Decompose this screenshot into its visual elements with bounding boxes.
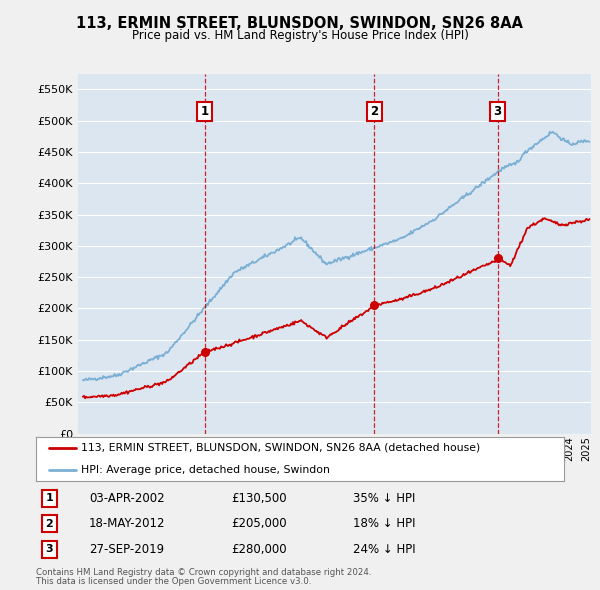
- Text: HPI: Average price, detached house, Swindon: HPI: Average price, detached house, Swin…: [81, 465, 330, 475]
- Text: 113, ERMIN STREET, BLUNSDON, SWINDON, SN26 8AA: 113, ERMIN STREET, BLUNSDON, SWINDON, SN…: [77, 16, 523, 31]
- Text: 27-SEP-2019: 27-SEP-2019: [89, 543, 164, 556]
- Text: 03-APR-2002: 03-APR-2002: [89, 491, 164, 504]
- Text: 35% ↓ HPI: 35% ↓ HPI: [353, 491, 415, 504]
- Text: 3: 3: [46, 544, 53, 554]
- Text: £205,000: £205,000: [232, 517, 287, 530]
- Text: 24% ↓ HPI: 24% ↓ HPI: [353, 543, 415, 556]
- Text: 2: 2: [370, 105, 378, 118]
- Text: £280,000: £280,000: [232, 543, 287, 556]
- Text: Price paid vs. HM Land Registry's House Price Index (HPI): Price paid vs. HM Land Registry's House …: [131, 29, 469, 42]
- Text: 113, ERMIN STREET, BLUNSDON, SWINDON, SN26 8AA (detached house): 113, ERMIN STREET, BLUNSDON, SWINDON, SN…: [81, 442, 480, 453]
- Text: 1: 1: [46, 493, 53, 503]
- Text: Contains HM Land Registry data © Crown copyright and database right 2024.: Contains HM Land Registry data © Crown c…: [36, 568, 371, 576]
- Text: 1: 1: [200, 105, 209, 118]
- Text: 3: 3: [494, 105, 502, 118]
- Text: This data is licensed under the Open Government Licence v3.0.: This data is licensed under the Open Gov…: [36, 577, 311, 586]
- Text: 2: 2: [46, 519, 53, 529]
- Text: 18-MAY-2012: 18-MAY-2012: [89, 517, 166, 530]
- Text: £130,500: £130,500: [232, 491, 287, 504]
- Text: 18% ↓ HPI: 18% ↓ HPI: [353, 517, 415, 530]
